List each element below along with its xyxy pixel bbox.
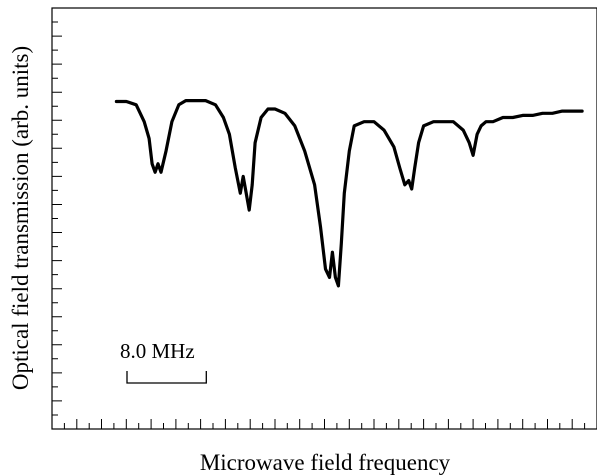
scale-bar xyxy=(126,371,207,384)
scale-bar-label: 8.0 MHz xyxy=(120,339,195,363)
axis-ticks xyxy=(52,21,586,429)
tick-marks xyxy=(52,21,586,429)
transmission-trace xyxy=(114,99,584,288)
x-axis-label: Microwave field frequency xyxy=(200,450,451,475)
plot-frame xyxy=(51,7,597,430)
y-axis-label: Optical field transmission (arb. units) xyxy=(8,46,33,390)
